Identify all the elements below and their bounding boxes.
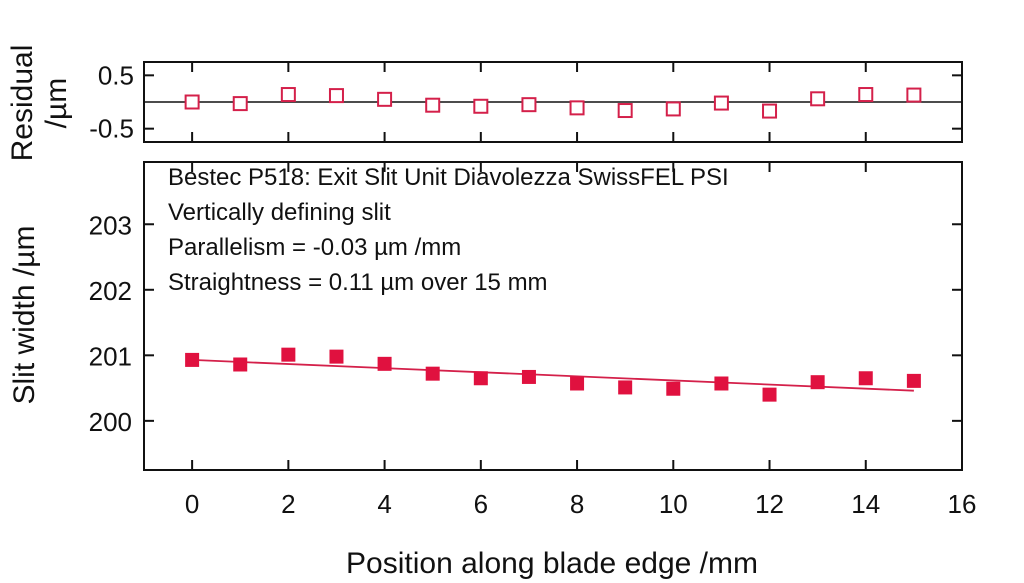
residual-point (569, 100, 585, 116)
residual-point (713, 95, 729, 111)
residual-ylabel-line2: /µm (40, 78, 73, 129)
residual-point (280, 87, 296, 103)
residual-point (473, 98, 489, 114)
main-panel: 200 201 202 203 0 2 4 6 8 10 12 14 16 Bestec P518: … (8, 62, 976, 580)
main-x-tick-label: 12 (755, 489, 784, 519)
main-point (329, 349, 344, 364)
main-point (521, 369, 536, 384)
main-xlabel: Position along blade edge /mm (346, 547, 758, 580)
residual-point (858, 87, 874, 103)
residual-point (328, 88, 344, 104)
main-x-tick-label: 10 (659, 489, 688, 519)
residual-y-ticks: 0.5 -0.5 (89, 60, 962, 144)
main-points (185, 347, 921, 402)
main-point (377, 356, 392, 371)
residual-y-tick-label: -0.5 (89, 114, 134, 144)
main-y-tick-label: 201 (89, 341, 132, 371)
main-y-tick-label: 200 (89, 407, 132, 437)
main-point (858, 371, 873, 386)
main-x-tick-label: 14 (851, 489, 880, 519)
main-point (666, 381, 681, 396)
residual-y-tick-label: 0.5 (98, 60, 134, 90)
residual-panel: 0.5 -0.5 Residual /µm (6, 45, 963, 162)
annotation-title: Bestec P518: Exit Slit Unit Diavolezza S… (168, 164, 729, 191)
residual-point (377, 91, 393, 107)
annotation-parallelism: Parallelism = -0.03 µm /mm (168, 234, 461, 261)
main-point (185, 352, 200, 367)
main-y-tick-label: 203 (89, 210, 132, 240)
residual-point (521, 97, 537, 113)
residual-ylabel-line1: Residual (6, 45, 39, 162)
main-x-ticks: 0 2 4 6 8 10 12 14 16 (185, 62, 977, 519)
residual-point (906, 87, 922, 103)
residual-point (184, 94, 200, 110)
fit-line (192, 359, 914, 392)
residual-points (184, 87, 922, 119)
residual-point (762, 103, 778, 119)
main-point (281, 347, 296, 362)
main-point (425, 366, 440, 381)
main-plot-frame (143, 161, 963, 471)
main-point (906, 373, 921, 388)
residual-point (425, 97, 441, 113)
main-point (233, 357, 248, 372)
residual-point (665, 101, 681, 117)
main-y-tick-label: 202 (89, 276, 132, 306)
main-x-tick-label: 16 (948, 489, 977, 519)
main-point (618, 380, 633, 395)
main-point (473, 371, 488, 386)
main-y-ticks: 200 201 202 203 (89, 210, 962, 437)
main-x-tick-label: 6 (474, 489, 488, 519)
main-x-tick-label: 8 (570, 489, 584, 519)
main-x-tick-label: 4 (377, 489, 391, 519)
main-point (762, 387, 777, 402)
main-x-tick-label: 0 (185, 489, 199, 519)
main-point (570, 376, 585, 391)
residual-point (810, 91, 826, 107)
annotation-straightness: Straightness = 0.11 µm over 15 mm (168, 269, 548, 296)
main-x-tick-label: 2 (281, 489, 295, 519)
annotation-slit-type: Vertically defining slit (168, 199, 391, 226)
main-point (810, 375, 825, 390)
residual-point (617, 103, 633, 119)
residual-point (232, 96, 248, 112)
main-ylabel: Slit width /µm (8, 226, 41, 405)
main-point (714, 376, 729, 391)
